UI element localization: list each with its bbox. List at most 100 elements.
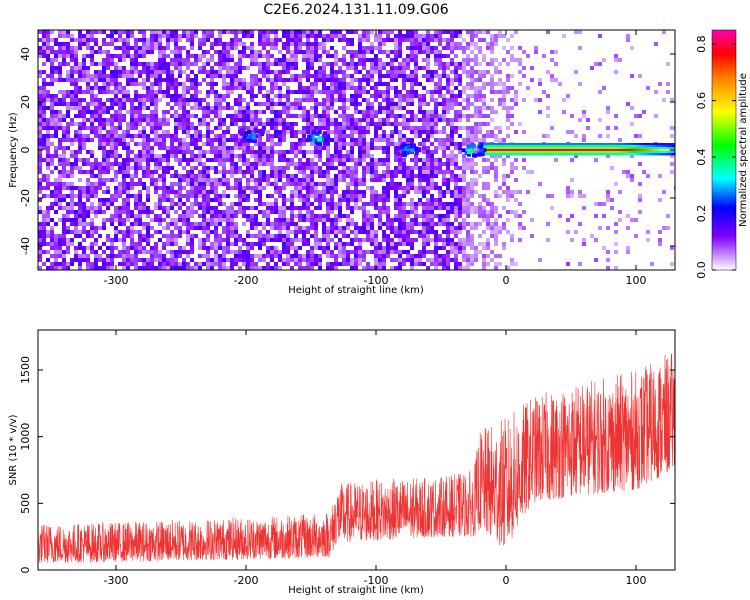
spectrogram-cell bbox=[110, 106, 114, 110]
spectrogram-cell bbox=[430, 226, 434, 230]
spectrogram-cell bbox=[262, 150, 266, 154]
spectrogram-cell bbox=[322, 198, 326, 202]
spectrogram-cell bbox=[362, 30, 366, 34]
spectrogram-cell bbox=[278, 166, 282, 170]
spectrogram-cell bbox=[110, 142, 114, 146]
spectrogram-cell bbox=[434, 130, 438, 134]
spectrogram-cell bbox=[94, 238, 98, 242]
spectrogram-cell bbox=[482, 206, 486, 210]
spectrogram-cell bbox=[310, 194, 314, 198]
spectrogram-cell bbox=[418, 182, 422, 186]
spectrogram-cell bbox=[330, 38, 334, 42]
spectrogram-cell bbox=[430, 122, 434, 126]
spectrogram-cell bbox=[306, 250, 310, 254]
spectrogram-cell bbox=[126, 94, 130, 98]
spectrogram-cell bbox=[418, 102, 422, 106]
spectrogram-cell bbox=[206, 62, 210, 66]
spectrogram-cell bbox=[186, 102, 190, 106]
spectrogram-cell bbox=[310, 98, 314, 102]
spectrogram-cell bbox=[178, 98, 182, 102]
spectrogram-cell bbox=[162, 58, 166, 62]
spectrogram-cell bbox=[42, 94, 46, 98]
spectrogram-cell bbox=[326, 34, 330, 38]
spectrogram-cell bbox=[42, 178, 46, 182]
spectrogram-cell bbox=[482, 122, 486, 126]
spectrogram-cell bbox=[334, 70, 338, 74]
spectrogram-cell bbox=[210, 198, 214, 202]
spectrogram-cell bbox=[466, 102, 470, 106]
spectrogram-cell bbox=[398, 230, 402, 234]
spectrogram-cell bbox=[462, 158, 466, 162]
spectrogram-cell bbox=[326, 50, 330, 54]
spectrogram-cell bbox=[258, 66, 262, 70]
spectrogram-cell bbox=[190, 190, 194, 194]
spectrogram-cell bbox=[342, 98, 346, 102]
spectrogram-cell bbox=[226, 238, 230, 242]
spectrogram-cell bbox=[382, 170, 386, 174]
spectrogram-cell bbox=[310, 58, 314, 62]
spectrogram-cell bbox=[338, 226, 342, 230]
spectrogram-cell bbox=[202, 150, 206, 154]
spectrogram-cell bbox=[290, 50, 294, 54]
spectrogram-cell bbox=[454, 226, 458, 230]
spectrogram-cell bbox=[346, 198, 350, 202]
spectrogram-cell bbox=[66, 186, 70, 190]
spectrogram-cell bbox=[374, 178, 378, 182]
spectrogram-cell bbox=[266, 78, 270, 82]
spectrogram-cell bbox=[98, 110, 102, 114]
spectrogram-cell bbox=[70, 262, 74, 266]
spectrogram-cell bbox=[162, 46, 166, 50]
spectrogram-cell bbox=[338, 122, 342, 126]
spectrogram-cell bbox=[490, 38, 494, 42]
spectrogram-cell bbox=[166, 170, 170, 174]
spectrogram-cell bbox=[154, 214, 158, 218]
spectrogram-cell bbox=[350, 210, 354, 214]
spectrogram-cell bbox=[394, 166, 398, 170]
spectrogram-cell bbox=[210, 74, 214, 78]
spectrogram-cell bbox=[258, 30, 262, 34]
spectrogram-cell bbox=[462, 138, 466, 142]
spectrogram-cell bbox=[330, 98, 334, 102]
spectrogram-cell bbox=[382, 246, 386, 250]
spectrogram-cell bbox=[154, 254, 158, 258]
spectrogram-cell bbox=[62, 62, 66, 66]
spectrogram-cell bbox=[498, 194, 502, 198]
spectrogram-cell bbox=[170, 198, 174, 202]
spectrogram-cell bbox=[66, 230, 70, 234]
spectrogram-cell bbox=[202, 162, 206, 166]
spectrogram-cell bbox=[474, 146, 478, 150]
spectrogram-cell bbox=[182, 266, 186, 270]
spectrogram-cell bbox=[466, 138, 470, 142]
spectrogram-cell bbox=[190, 42, 194, 46]
spectrogram-cell bbox=[318, 258, 322, 262]
spectrogram-cell bbox=[238, 246, 242, 250]
spectrogram-cell bbox=[378, 210, 382, 214]
spectrogram-cell bbox=[118, 210, 122, 214]
spectrogram-cell bbox=[470, 58, 474, 62]
spectrogram-cell bbox=[318, 254, 322, 258]
spectrogram-cell bbox=[374, 206, 378, 210]
spectrogram-cell bbox=[62, 130, 66, 134]
spectrogram-cell bbox=[354, 118, 358, 122]
spectrogram-cell bbox=[202, 182, 206, 186]
spectrogram-cell bbox=[158, 262, 162, 266]
spectrogram-cell bbox=[410, 230, 414, 234]
spectrogram-cell bbox=[374, 198, 378, 202]
spectrogram-cell bbox=[458, 202, 462, 206]
spectrogram-cell bbox=[178, 202, 182, 206]
spectrogram-cell bbox=[410, 102, 414, 106]
spectrogram-cell bbox=[402, 222, 406, 226]
spectrogram-cell bbox=[290, 38, 294, 42]
spectrogram-cell bbox=[418, 110, 422, 114]
spectrogram-cell bbox=[130, 254, 134, 258]
spectrogram-cell bbox=[298, 42, 302, 46]
spectrogram-cell bbox=[38, 234, 42, 238]
spectrogram-cell bbox=[122, 234, 126, 238]
spectrogram-cell bbox=[218, 106, 222, 110]
spectrogram-cell bbox=[314, 82, 318, 86]
spectrogram-cell bbox=[286, 158, 290, 162]
spectrogram-cell bbox=[126, 122, 130, 126]
spectrogram-cell bbox=[46, 82, 50, 86]
spectrogram-cell bbox=[194, 174, 198, 178]
spectrogram-cell bbox=[250, 90, 254, 94]
